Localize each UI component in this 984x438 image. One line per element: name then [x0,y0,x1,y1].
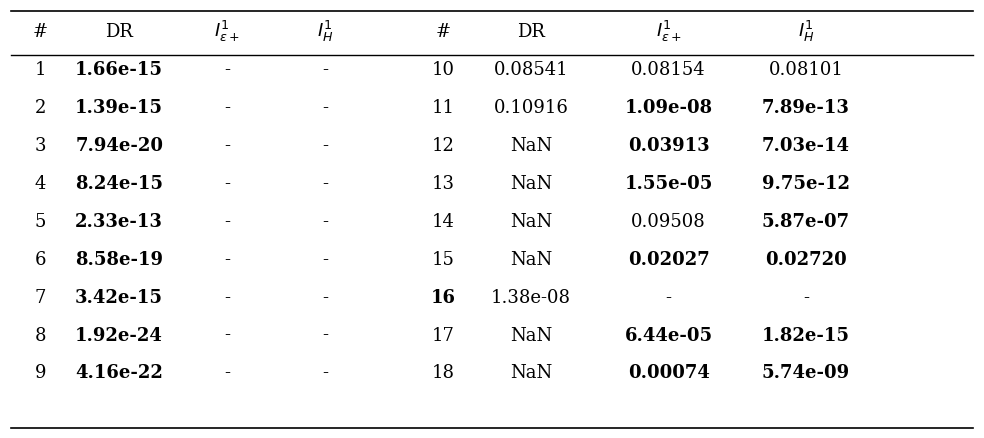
Text: 0.02720: 0.02720 [766,250,847,268]
Text: 0.02027: 0.02027 [628,250,709,268]
Text: 1: 1 [34,61,46,79]
Text: 8: 8 [34,326,46,344]
Text: 1.92e-24: 1.92e-24 [75,326,163,344]
Text: -: - [322,174,329,192]
Text: 9.75e-12: 9.75e-12 [762,174,850,192]
Text: 18: 18 [431,364,455,381]
Text: 17: 17 [432,326,455,344]
Text: -: - [322,326,329,344]
Text: -: - [224,212,230,230]
Text: 15: 15 [432,250,455,268]
Text: -: - [224,99,230,117]
Text: 0.09508: 0.09508 [632,212,706,230]
Text: 8.58e-19: 8.58e-19 [75,250,163,268]
Text: 4: 4 [35,174,46,192]
Text: 0.03913: 0.03913 [628,137,709,155]
Text: -: - [322,250,329,268]
Text: NaN: NaN [510,364,552,381]
Text: 1.38e-08: 1.38e-08 [491,288,572,306]
Text: NaN: NaN [510,326,552,344]
Text: #: # [33,23,48,41]
Text: -: - [322,288,329,306]
Text: 16: 16 [430,288,456,306]
Text: 0.08154: 0.08154 [632,61,706,79]
Text: #: # [435,23,451,41]
Text: $I_{\epsilon+}^{1}$: $I_{\epsilon+}^{1}$ [215,19,240,44]
Text: -: - [322,212,329,230]
Text: -: - [224,288,230,306]
Text: -: - [803,288,809,306]
Text: 3: 3 [34,137,46,155]
Text: $I_{H}^{1}$: $I_{H}^{1}$ [798,19,814,44]
Text: NaN: NaN [510,212,552,230]
Text: 8.24e-15: 8.24e-15 [75,174,163,192]
Text: 7.94e-20: 7.94e-20 [75,137,163,155]
Text: 1.82e-15: 1.82e-15 [762,326,850,344]
Text: 1.66e-15: 1.66e-15 [75,61,163,79]
Text: -: - [224,326,230,344]
Text: 12: 12 [432,137,455,155]
Text: 0.10916: 0.10916 [494,99,569,117]
Text: -: - [224,61,230,79]
Text: -: - [322,364,329,381]
Text: 3.42e-15: 3.42e-15 [75,288,163,306]
Text: 1.09e-08: 1.09e-08 [625,99,712,117]
Text: 0.08541: 0.08541 [494,61,569,79]
Text: 10: 10 [431,61,455,79]
Text: NaN: NaN [510,137,552,155]
Text: -: - [224,174,230,192]
Text: 1.55e-05: 1.55e-05 [625,174,712,192]
Text: 11: 11 [431,99,455,117]
Text: 5: 5 [35,212,46,230]
Text: -: - [322,99,329,117]
Text: 2.33e-13: 2.33e-13 [75,212,163,230]
Text: DR: DR [518,23,545,41]
Text: 7.89e-13: 7.89e-13 [762,99,850,117]
Text: 5.74e-09: 5.74e-09 [762,364,850,381]
Text: 7: 7 [35,288,46,306]
Text: -: - [224,364,230,381]
Text: 0.08101: 0.08101 [769,61,843,79]
Text: -: - [322,137,329,155]
Text: 0.00074: 0.00074 [628,364,709,381]
Text: 9: 9 [34,364,46,381]
Text: 2: 2 [35,99,46,117]
Text: DR: DR [105,23,133,41]
Text: 1.39e-15: 1.39e-15 [75,99,163,117]
Text: 5.87e-07: 5.87e-07 [762,212,850,230]
Text: NaN: NaN [510,250,552,268]
Text: $I_{H}^{1}$: $I_{H}^{1}$ [317,19,334,44]
Text: NaN: NaN [510,174,552,192]
Text: $I_{\epsilon+}^{1}$: $I_{\epsilon+}^{1}$ [655,19,682,44]
Text: -: - [224,137,230,155]
Text: 7.03e-14: 7.03e-14 [762,137,850,155]
Text: 6: 6 [34,250,46,268]
Text: -: - [665,288,672,306]
Text: -: - [224,250,230,268]
Text: 6.44e-05: 6.44e-05 [625,326,712,344]
Text: 13: 13 [431,174,455,192]
Text: 14: 14 [432,212,455,230]
Text: -: - [322,61,329,79]
Text: 4.16e-22: 4.16e-22 [75,364,163,381]
